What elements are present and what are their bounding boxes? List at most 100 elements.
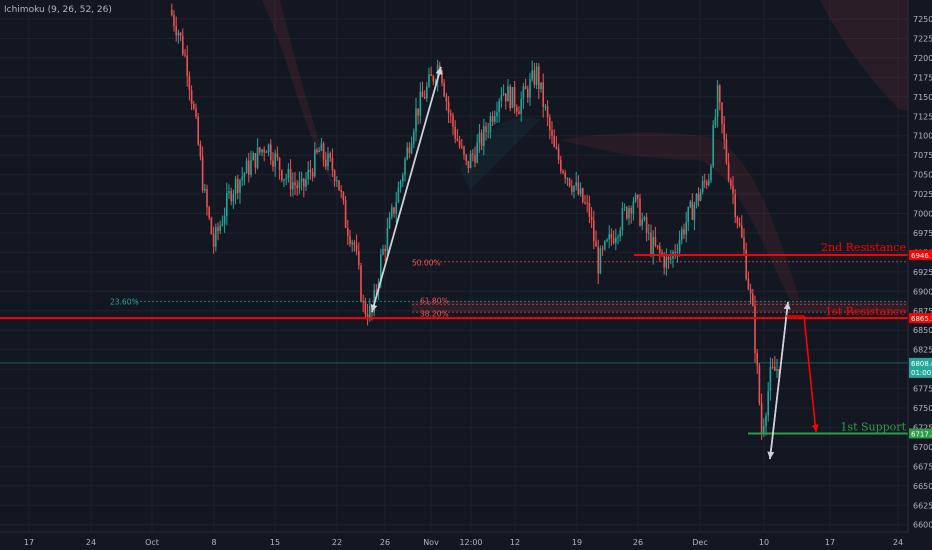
candle-body [292, 182, 294, 190]
candle-body [408, 147, 411, 154]
y-tick-label: 7075.0 [913, 151, 932, 160]
candle-body [245, 160, 248, 174]
y-tick-label: 7175.0 [913, 73, 932, 82]
resistance-2-price-tag-bg[interactable] [909, 249, 932, 260]
resistance-1-price-tag-bg[interactable] [909, 313, 932, 324]
candle-body [538, 66, 540, 90]
candle-body [182, 35, 184, 55]
current-price-tag-bg[interactable] [909, 357, 932, 378]
candle-body [628, 208, 630, 219]
candle-body [415, 108, 417, 132]
candle-body [637, 195, 639, 199]
candle-body [221, 223, 224, 226]
candle-body [617, 236, 619, 238]
candle-body [208, 207, 210, 218]
candle-body [340, 190, 342, 193]
candle-body [445, 96, 448, 102]
candle-body [736, 217, 739, 224]
candle-body [595, 241, 597, 247]
candle-body [472, 153, 474, 156]
candle-body [621, 208, 624, 231]
candle-body [639, 198, 641, 226]
candle-body [309, 169, 312, 173]
candle-body [549, 117, 551, 131]
x-tick-label: Oct [145, 538, 159, 547]
candle-body [546, 106, 549, 118]
candle-body [697, 194, 700, 201]
candle-body [630, 208, 632, 214]
candle-body [643, 217, 646, 220]
candle-body [263, 149, 265, 153]
candle-body [399, 181, 402, 188]
candle-body [270, 144, 272, 161]
candle-body [474, 155, 476, 163]
fib-zone [412, 301, 908, 313]
candle-body [723, 123, 725, 140]
candle-body [430, 74, 432, 76]
y-tick-label: 7100.0 [913, 132, 932, 141]
x-tick-label: 12:00 [459, 538, 482, 547]
candle-body [239, 179, 241, 193]
candle-body [601, 248, 604, 250]
candle-body [573, 186, 575, 192]
indicator-legend[interactable]: Ichimoku (9, 26, 52, 26) [4, 5, 112, 15]
candle-body [496, 112, 498, 117]
candle-body [294, 182, 296, 186]
candle-body [734, 193, 736, 218]
candle-body [533, 70, 536, 85]
y-tick-label: 7250.0 [913, 15, 932, 24]
candle-body [228, 191, 230, 193]
candle-body [362, 300, 364, 302]
x-tick-label: 19 [572, 538, 582, 547]
candle-body [443, 82, 445, 97]
candle-body [542, 82, 544, 107]
candle-body [703, 181, 706, 183]
candle-body [344, 200, 347, 228]
candle-body [380, 254, 382, 283]
candle-body [716, 85, 719, 117]
candle-body [450, 113, 452, 116]
support-1-price-tag-bg[interactable] [909, 428, 932, 439]
candle-body [491, 116, 494, 122]
x-tick-label: Nov [423, 538, 439, 547]
candle-body [285, 177, 287, 180]
candle-body [597, 246, 599, 274]
candle-body [730, 180, 732, 186]
candle-body [560, 159, 562, 172]
fib-label-382: 38.20% [420, 309, 449, 318]
candle-body [489, 116, 492, 132]
candle-body [355, 244, 358, 252]
candle-body [691, 201, 694, 220]
candle-body [252, 153, 254, 161]
candle-body [699, 191, 702, 201]
candle-body [331, 158, 334, 171]
candle-body [557, 148, 560, 160]
candle-body [307, 169, 309, 180]
y-tick-label: 6975.0 [913, 229, 932, 238]
double-arrow-oct-b [371, 66, 442, 313]
candle-body [469, 153, 472, 168]
candle-body [522, 86, 525, 100]
candle-body [190, 90, 193, 105]
double-arrow-oct-b-head [370, 304, 378, 312]
y-tick-label: 7225.0 [913, 34, 932, 43]
candle-body [494, 116, 496, 122]
candle-body [184, 54, 186, 56]
time-axis-panel [0, 532, 932, 550]
candle-body [206, 188, 208, 208]
candle-body [476, 142, 478, 163]
y-tick-label: 6750.0 [913, 404, 932, 413]
candle-body [230, 191, 232, 202]
candle-body [535, 66, 538, 85]
candle-body [204, 188, 206, 191]
candle-body [683, 229, 685, 235]
ichimoku-cloud-red-1 [262, 0, 340, 200]
candle-body [544, 106, 547, 108]
y-tick-label: 7025.0 [913, 190, 932, 199]
y-tick-label: 6675.0 [913, 462, 932, 471]
candle-body [678, 239, 681, 253]
candle-body [562, 171, 564, 173]
x-tick-label: 12 [510, 538, 520, 547]
